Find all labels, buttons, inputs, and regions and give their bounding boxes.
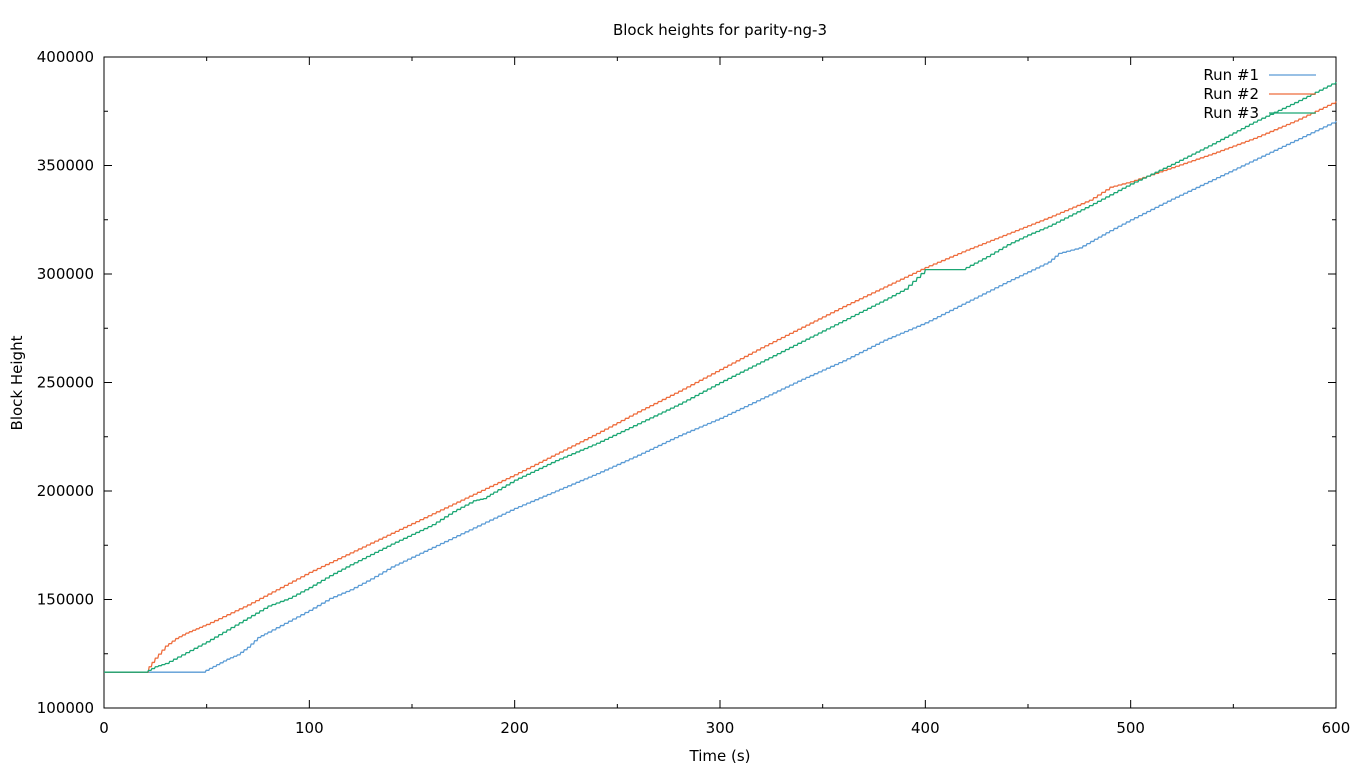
y-tick-label: 100000	[37, 699, 94, 717]
x-tick-label: 500	[1116, 719, 1145, 737]
series-line-2	[104, 101, 1337, 673]
series-lines	[104, 81, 1337, 673]
x-tick-label: 400	[911, 719, 940, 737]
x-axis-title: Time (s)	[689, 747, 751, 765]
legend-label-3: Run #3	[1203, 104, 1259, 122]
x-tick-label: 600	[1322, 719, 1351, 737]
chart-title: Block heights for parity-ng-3	[613, 21, 827, 39]
y-tick-label: 200000	[37, 482, 94, 500]
x-tick-label: 0	[99, 719, 109, 737]
y-tick-label: 300000	[37, 265, 94, 283]
y-tick-label: 150000	[37, 591, 94, 609]
legend-label-1: Run #1	[1203, 66, 1259, 84]
axes: 0 100 200 300 400 500 600 100000 150000 200000 250…	[37, 48, 1351, 737]
series-line-3	[104, 81, 1337, 673]
x-tick-label: 300	[706, 719, 735, 737]
y-tick-label: 350000	[37, 157, 94, 175]
x-tick-label: 200	[500, 719, 529, 737]
y-axis-title: Block Height	[8, 335, 26, 430]
legend-label-2: Run #2	[1203, 85, 1259, 103]
y-tick-label: 400000	[37, 48, 94, 66]
y-tick-label: 250000	[37, 374, 94, 392]
x-tick-label: 100	[295, 719, 324, 737]
series-line-1	[104, 120, 1337, 673]
